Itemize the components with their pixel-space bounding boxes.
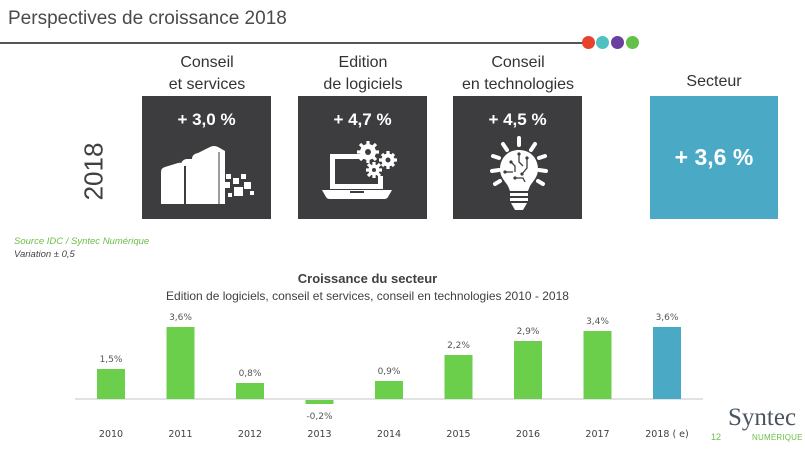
bar-2010 <box>97 369 125 399</box>
segment-value: + 4,5 % <box>488 110 547 129</box>
buildings-icon <box>161 146 254 204</box>
chart-subtitle: Edition de logiciels, conseil et service… <box>166 289 569 303</box>
data-label: 3,6% <box>169 313 192 323</box>
sector-label: Secteur <box>686 73 742 90</box>
data-label: 2,9% <box>517 327 540 337</box>
lightbulb-circuit-icon <box>490 136 548 210</box>
data-label: 0,9% <box>378 367 401 377</box>
segment-box-edition-logiciels: + 4,7 % <box>298 96 427 219</box>
decor-dot-purple <box>611 36 624 49</box>
x-tick-label: 2010 <box>99 429 123 440</box>
laptop-gears-icon <box>322 141 397 199</box>
x-tick-label: 2016 <box>516 429 540 440</box>
data-label: 3,4% <box>586 317 609 327</box>
sector-box: + 3,6 % <box>650 96 778 219</box>
page-number: 12 <box>711 432 722 442</box>
segment-label-line1: Conseil <box>180 54 234 71</box>
segment-value: + 3,0 % <box>177 110 236 129</box>
syntec-logo-subtext: NUMÉRIQUE <box>752 433 803 442</box>
sector-value: + 3,6 % <box>674 144 754 170</box>
segment-label-conseil-services: Conseil et services <box>142 52 272 96</box>
segment-label-line2: en technologies <box>461 76 575 93</box>
variation-note: Variation ± 0,5 <box>14 249 75 260</box>
x-tick-label: 2018 ( e) <box>645 429 688 440</box>
bar-2017 <box>583 331 612 399</box>
segment-label-line2: de logiciels <box>323 76 403 93</box>
syntec-logo-text: Syntec <box>728 404 797 431</box>
x-tick-label: 2013 <box>307 429 331 440</box>
segment-value: + 4,7 % <box>333 110 392 129</box>
title-underline <box>0 42 590 44</box>
bar-2015 <box>444 355 473 399</box>
decor-dot-green <box>626 36 639 49</box>
bar-2011 <box>166 327 195 399</box>
x-tick-label: 2014 <box>377 429 401 440</box>
segment-label-line2: et services <box>168 76 246 93</box>
data-label: 1,5% <box>100 355 123 365</box>
decor-dot-red <box>582 36 595 49</box>
x-tick-label: 2015 <box>446 429 470 440</box>
bar-2013 <box>305 400 334 404</box>
segment-box-conseil-services: + 3,0 % <box>142 96 271 219</box>
segment-box-conseil-technologies: + 4,5 % <box>453 96 582 219</box>
source-note: Source IDC / Syntec Numérique <box>14 236 150 247</box>
x-tick-label: 2017 <box>585 429 609 440</box>
page-title: Perspectives de croissance 2018 <box>8 8 287 29</box>
segment-label-line1: Edition <box>338 54 388 71</box>
data-label: 3,6% <box>656 313 679 323</box>
growth-bar-chart: 1,5% 2010 3,6% 2011 0,8% 2012 -0,2% 2013 0,9% 201… <box>75 313 703 440</box>
data-label: 2,2% <box>447 341 470 351</box>
year-label: 2018 <box>78 142 109 201</box>
data-label: 0,8% <box>239 369 262 379</box>
bar-2012 <box>236 383 264 399</box>
bar-2016 <box>514 341 542 399</box>
x-tick-label: 2012 <box>238 429 262 440</box>
chart-title: Croissance du secteur <box>297 271 438 286</box>
bar-2018e <box>653 327 681 399</box>
segment-label-edition-logiciels: Edition de logiciels <box>293 52 433 96</box>
decor-dot-teal <box>596 36 609 49</box>
data-label: -0,2% <box>306 412 333 422</box>
segment-label-conseil-technologies: Conseil en technologies <box>438 52 598 96</box>
segment-label-line1: Conseil <box>491 54 545 71</box>
x-tick-label: 2011 <box>168 429 192 440</box>
bar-2014 <box>375 381 403 399</box>
